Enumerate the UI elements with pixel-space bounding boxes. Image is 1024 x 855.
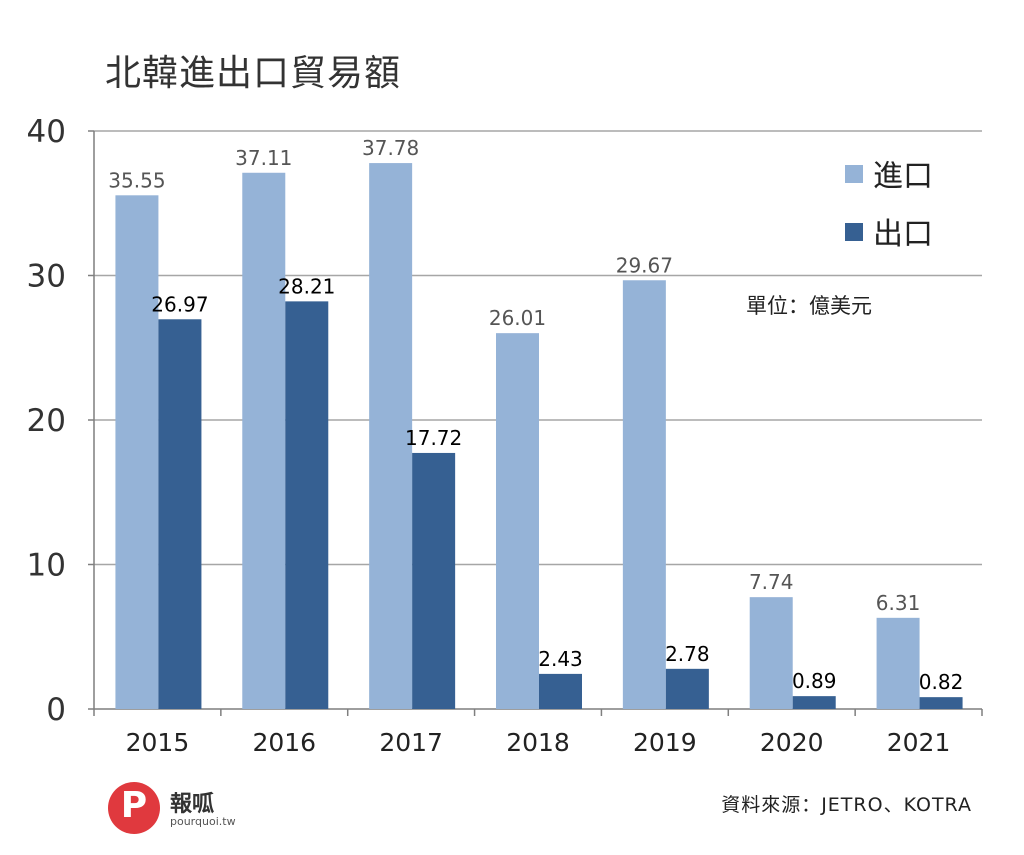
y-tick-label: 0: [46, 692, 66, 728]
bar-export: [792, 696, 836, 709]
data-label: 29.67: [616, 253, 673, 277]
legend-label: 進口: [873, 159, 933, 194]
data-label: 26.97: [151, 292, 208, 316]
data-label: 6.31: [876, 591, 921, 615]
bar-import: [369, 163, 413, 710]
logo-site: pourquoi.tw: [170, 815, 236, 828]
x-tick-label: 2020: [760, 728, 824, 757]
bar-import: [496, 333, 539, 709]
data-label: 26.01: [489, 306, 546, 330]
bar-export: [665, 668, 709, 709]
data-label: 37.78: [362, 136, 419, 160]
data-label: 35.55: [108, 168, 165, 192]
data-label: 28.21: [278, 274, 335, 298]
data-label: 0.82: [919, 670, 964, 694]
brand-logo: P 報呱 pourquoi.tw: [108, 782, 248, 838]
bar-export: [158, 319, 202, 709]
data-label: 7.74: [749, 570, 794, 594]
data-label: 2.43: [538, 647, 583, 671]
data-label: 0.89: [792, 669, 837, 693]
unit-note: 單位：億美元: [746, 294, 872, 318]
bar-export: [919, 697, 963, 709]
data-label: 37.11: [235, 146, 292, 170]
bar-import: [622, 280, 666, 709]
x-tick-label: 2018: [506, 728, 570, 757]
x-tick-label: 2015: [126, 728, 190, 757]
legend-label: 出口: [873, 217, 933, 252]
y-tick-label: 40: [27, 114, 66, 150]
bar-import: [115, 195, 159, 710]
chart-title: 北韓進出口貿易額: [105, 53, 402, 94]
bar-export: [412, 452, 456, 709]
data-label: 17.72: [405, 426, 462, 450]
bar-export: [285, 301, 329, 709]
bar-import: [749, 597, 793, 709]
bar-import: [242, 172, 286, 709]
legend-swatch: [845, 165, 863, 183]
bar-import: [876, 617, 920, 709]
x-tick-label: 2021: [887, 728, 951, 757]
x-tick-label: 2019: [633, 728, 697, 757]
y-tick-label: 20: [27, 403, 66, 439]
source-note: 資料來源：JETRO、KOTRA: [721, 794, 972, 816]
data-label: 2.78: [665, 642, 710, 666]
logo-name: 報呱: [170, 792, 215, 817]
x-tick-label: 2016: [252, 728, 316, 757]
y-tick-label: 30: [27, 259, 66, 295]
legend-swatch: [845, 223, 863, 241]
logo-badge-icon: [108, 782, 160, 834]
y-tick-label: 10: [27, 548, 66, 584]
x-tick-label: 2017: [379, 728, 443, 757]
logo-glyph: P: [120, 785, 148, 826]
bar-export: [539, 673, 582, 709]
